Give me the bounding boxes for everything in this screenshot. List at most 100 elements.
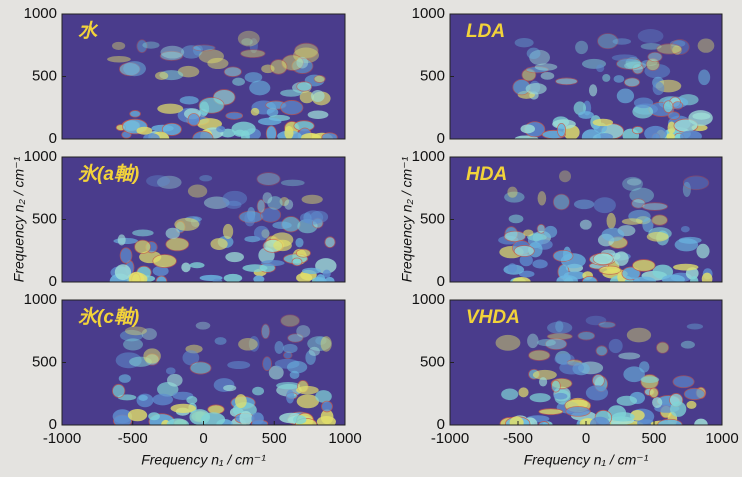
spectrum-blob [315, 274, 325, 289]
spectrum-blob [639, 361, 649, 372]
spectrum-blob [238, 338, 258, 351]
spectrum-blob [293, 415, 306, 424]
spectrum-blob [142, 42, 159, 49]
y-tick-label: 1000 [24, 5, 57, 22]
spectrum-blob [251, 108, 260, 116]
spectrum-blob [297, 82, 312, 91]
spectrum-blob [514, 245, 534, 256]
spectrum-blob [684, 388, 705, 399]
spectrum-blob [599, 266, 621, 274]
spectrum-blob [596, 64, 604, 72]
spectrum-blob [653, 82, 665, 95]
spectrum-blob [559, 170, 571, 182]
spectrum-blob [602, 228, 625, 242]
spectrum-blob [193, 45, 215, 51]
spectrum-blob [683, 176, 709, 190]
spectrum-blob [223, 191, 247, 206]
spectrum-blob [241, 50, 266, 58]
y-tick-label: 500 [32, 210, 57, 227]
spectrum-blob [296, 386, 319, 394]
spectrum-blob [284, 126, 293, 139]
spectrum-blob [258, 118, 282, 126]
spectrum-blob [181, 262, 190, 272]
spectrum-blob [559, 361, 584, 374]
spectrum-blob [238, 31, 260, 47]
spectrum-blob [590, 417, 610, 432]
panel-title: 氷(c軸) [78, 306, 139, 328]
spectrum-blob [296, 249, 310, 257]
spectrum-blob [120, 248, 132, 264]
x-axis-title: Frequency n₁ / cm⁻¹ [524, 452, 649, 468]
spectrum-blob [544, 226, 557, 238]
spectrum-blob [538, 191, 547, 205]
spectrum-blob [188, 185, 207, 198]
spectrum-blob [627, 178, 641, 185]
y-axis-title: Frequency n₂ / cm⁻¹ [11, 156, 27, 282]
y-tick-label: 0 [437, 273, 445, 290]
x-tick-label: 0 [582, 430, 590, 447]
spectrum-blob [281, 100, 303, 114]
x-tick-label: -500 [118, 430, 148, 447]
spectrum-blob [687, 323, 703, 329]
spectrum-blob [535, 63, 558, 70]
x-tick-label: -500 [503, 430, 533, 447]
spectrum-blob [657, 44, 682, 54]
spectrum-blob [593, 119, 613, 126]
spectrum-blob [251, 412, 263, 425]
panel-title: HDA [466, 164, 507, 185]
spectrum-blob [128, 409, 147, 421]
spectrum-blob [303, 212, 311, 223]
spectrum-blob [290, 371, 300, 379]
spectrum-blob [634, 98, 653, 109]
spectrum-blob [649, 388, 658, 398]
spectrum-blob [257, 173, 280, 186]
y-tick-label: 500 [420, 210, 445, 227]
spectrum-blob [527, 334, 538, 349]
spectrum-blob [574, 200, 594, 210]
spectrum-blob [190, 362, 211, 374]
spectrum-blob [113, 238, 138, 244]
spectrum-blob [180, 96, 199, 104]
spectrum-blob [245, 72, 263, 82]
x-tick-label: 1000 [328, 430, 361, 447]
spectrum-blob [527, 48, 541, 59]
spectrum-blob [529, 350, 550, 360]
spectrum-blob [612, 54, 637, 61]
spectrum-blob [216, 126, 225, 132]
spectrum-blob [215, 337, 227, 345]
spectrum-blob [226, 112, 243, 119]
spectrum-blob [609, 339, 623, 353]
spectrum-blob [641, 376, 659, 383]
spectrum-blob [171, 404, 197, 413]
spectrum-blob [234, 130, 246, 137]
spectrum-blob [167, 374, 183, 387]
spectrum-blob [284, 199, 293, 209]
spectrum-blob [244, 212, 255, 227]
y-tick-label: 0 [437, 130, 445, 147]
spectrum-blob [224, 67, 241, 77]
spectrum-blob [321, 336, 332, 352]
spectrum-blob [673, 264, 698, 271]
spectrum-blob [138, 395, 147, 401]
spectrum-blob [622, 218, 643, 225]
spectrum-blob [166, 228, 180, 239]
y-tick-label: 1000 [24, 148, 57, 165]
spectrum-blob [292, 258, 302, 266]
spectrum-blob [286, 390, 294, 404]
spectrum-blob [530, 393, 551, 402]
spectrum-blob [107, 56, 131, 62]
spectrum-blob [148, 412, 160, 420]
spectrum-blob [554, 393, 568, 400]
spectrum-blob [632, 126, 643, 133]
spectrum-blob [582, 129, 601, 145]
spectrum-blob [223, 385, 236, 391]
spectrum-blob [199, 175, 212, 181]
spectrum-blob [225, 252, 244, 262]
spectrum-blob [614, 75, 625, 83]
spectrum-blob [118, 234, 126, 245]
spectrum-blob [551, 380, 560, 392]
spectrum-blob [166, 238, 189, 251]
y-tick-label: 500 [420, 353, 445, 370]
spectrum-blob [617, 89, 634, 104]
spectrum-blob [613, 38, 632, 44]
